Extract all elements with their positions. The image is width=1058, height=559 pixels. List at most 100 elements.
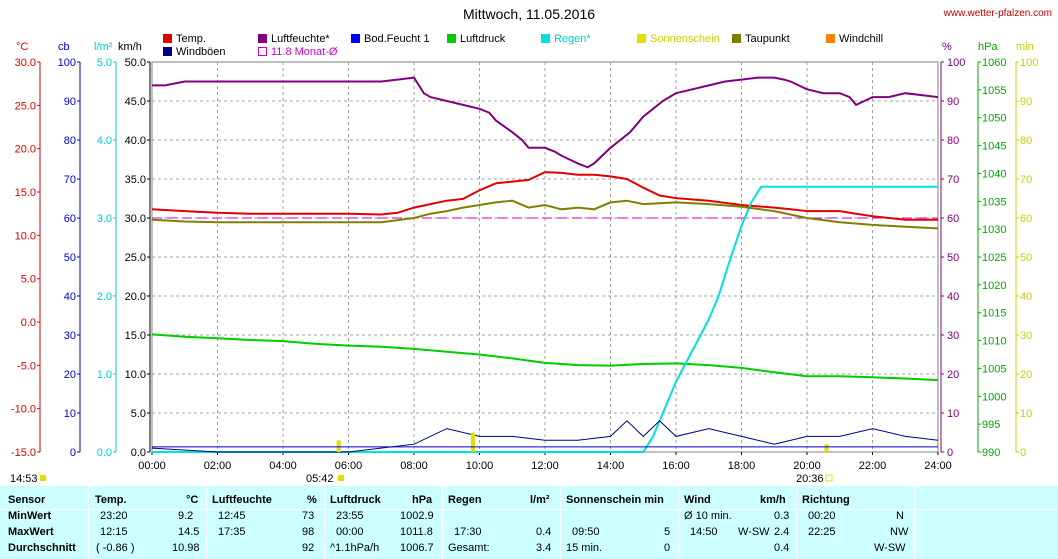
weather-chart: 30.0 25.0 20.0 15.0 10.0 5.0 0.0 -5.0 -10.0 -15.0… — [10, 41, 1038, 485]
tick-label-sunshine: 90 — [1020, 96, 1032, 108]
legend-luftdruck: Luftdruck — [447, 33, 505, 45]
x-tick-label: 20:00 — [793, 460, 821, 472]
tick-label-cb: 20 — [64, 369, 76, 381]
tick-label-pressure: 1010 — [982, 336, 1006, 348]
tick-label-humidity: 70 — [947, 174, 959, 186]
tick-label-temp: 10.0 — [15, 230, 36, 242]
legend-temp: Temp. — [163, 33, 206, 45]
x-tick-label: 02:00 — [204, 460, 232, 472]
row-min-label: MinWert — [8, 510, 52, 522]
legend-swatch — [447, 34, 456, 43]
tick-label-pressure: 1045 — [982, 141, 1006, 153]
tick-label-humidity: 20 — [947, 369, 959, 381]
hdr-dir: Richtung — [802, 494, 850, 506]
tick-label-temp: 0.0 — [21, 317, 36, 329]
axis-unit-rain: l/m² — [94, 41, 113, 53]
tick-label-sunshine: 80 — [1020, 135, 1032, 147]
tick-label-sunshine: 70 — [1020, 174, 1032, 186]
x-tick-label: 12:00 — [531, 460, 559, 472]
tick-label-rain: 2.0 — [97, 291, 112, 303]
tick-label-wind: 5.0 — [131, 408, 146, 420]
tick-label-pressure: 1060 — [982, 57, 1006, 69]
hdr-hum-unit: % — [307, 494, 317, 506]
tick-label-humidity: 10 — [947, 408, 959, 420]
tick-label-cb: 30 — [64, 330, 76, 342]
sunshine-bar — [470, 432, 475, 452]
tick-label-temp: -5.0 — [17, 360, 36, 372]
series-temp — [151, 171, 938, 221]
tick-label-pressure: 990 — [982, 447, 1000, 459]
legend-swatch — [637, 34, 646, 43]
legend-sonnenschein: Sonnenschein — [637, 33, 720, 45]
tick-label-temp: -10.0 — [11, 404, 36, 416]
tick-label-sunshine: 100 — [1020, 57, 1038, 69]
site-url[interactable]: www.wetter-pfalzen.com — [943, 8, 1052, 19]
tick-label-pressure: 1030 — [982, 224, 1006, 236]
axis-unit-temp: °C — [16, 41, 28, 53]
sunshine-bar — [336, 440, 341, 452]
tick-label-sunshine: 20 — [1020, 369, 1032, 381]
tick-label-temp: 20.0 — [15, 144, 36, 156]
tick-label-wind: 0.0 — [131, 447, 146, 459]
legend-swatch — [351, 34, 360, 43]
tick-label-humidity: 60 — [947, 213, 959, 225]
tick-label-humidity: 80 — [947, 135, 959, 147]
tick-label-wind: 20.0 — [125, 291, 146, 303]
tick-label-pressure: 1035 — [982, 196, 1006, 208]
tick-label-pressure: 1040 — [982, 168, 1006, 180]
hdr-press: Luftdruck — [330, 494, 381, 506]
legend-luftfeuchte: Luftfeuchte* — [258, 33, 330, 45]
sun-marker-rise — [338, 475, 344, 481]
tick-label-humidity: 100 — [947, 57, 965, 69]
tick-label-temp: 30.0 — [15, 57, 36, 69]
tick-label-pressure: 1020 — [982, 280, 1006, 292]
tick-label-cb: 70 — [64, 174, 76, 186]
sun-marker-set — [825, 474, 833, 482]
stats-table: Sensor Temp. °C Luftfeuchte % Luftdruck … — [0, 486, 1058, 559]
hdr-rain: Regen — [448, 494, 482, 506]
x-tick-label: 24:00 — [924, 460, 952, 472]
tick-label-pressure: 995 — [982, 419, 1000, 431]
tick-label-wind: 30.0 — [125, 213, 146, 225]
legend-regen: Regen* — [541, 33, 591, 45]
tick-label-cb: 10 — [64, 408, 76, 420]
series-luftfeuchte — [152, 76, 939, 169]
legend-bodfeucht: Bod.Feucht 1 — [351, 33, 429, 45]
row-max-label: MaxWert — [8, 526, 54, 538]
label-sunrise: 05:42 — [306, 473, 334, 485]
axis-unit-sunshine: min — [1016, 41, 1034, 53]
hdr-rain-unit: l/m² — [530, 494, 550, 506]
tick-label-temp: 25.0 — [15, 100, 36, 112]
tick-label-humidity: 50 — [947, 252, 959, 264]
tick-label-sunshine: 30 — [1020, 330, 1032, 342]
series-regen — [152, 185, 938, 453]
tick-label-pressure: 1015 — [982, 308, 1006, 320]
x-tick-label: 04:00 — [269, 460, 297, 472]
x-tick-label: 18:00 — [728, 460, 756, 472]
axis-unit-wind: km/h — [118, 41, 142, 53]
axis-unit-cb: cb — [58, 41, 70, 53]
x-tick-label: 22:00 — [859, 460, 887, 472]
axis-unit-humidity: % — [942, 41, 952, 53]
legend-monat-avg: 11.8 Monat-Ø — [258, 46, 337, 58]
tick-label-humidity: 30 — [947, 330, 959, 342]
tick-label-temp: 5.0 — [21, 274, 36, 286]
tick-label-sunshine: 0 — [1020, 447, 1026, 459]
x-tick-label: 08:00 — [400, 460, 428, 472]
tick-label-pressure: 1005 — [982, 363, 1006, 375]
tick-label-humidity: 40 — [947, 291, 959, 303]
hdr-wind-unit: km/h — [760, 494, 786, 506]
hdr-temp: Temp. — [95, 494, 127, 506]
tick-label-wind: 25.0 — [125, 252, 146, 264]
hdr-sun: Sonnenschein min — [566, 494, 664, 506]
legend-swatch — [732, 34, 741, 43]
hdr-sensor: Sensor — [8, 494, 46, 506]
tick-label-cb: 100 — [58, 57, 76, 69]
tick-label-wind: 50.0 — [125, 57, 146, 69]
tick-label-humidity: 90 — [947, 96, 959, 108]
tick-label-rain: 4.0 — [97, 135, 112, 147]
legend-windboeen: Windböen — [163, 46, 226, 58]
series-luftdruck — [151, 333, 939, 382]
tick-label-cb: 80 — [64, 135, 76, 147]
x-tick-label: 00:00 — [138, 460, 166, 472]
